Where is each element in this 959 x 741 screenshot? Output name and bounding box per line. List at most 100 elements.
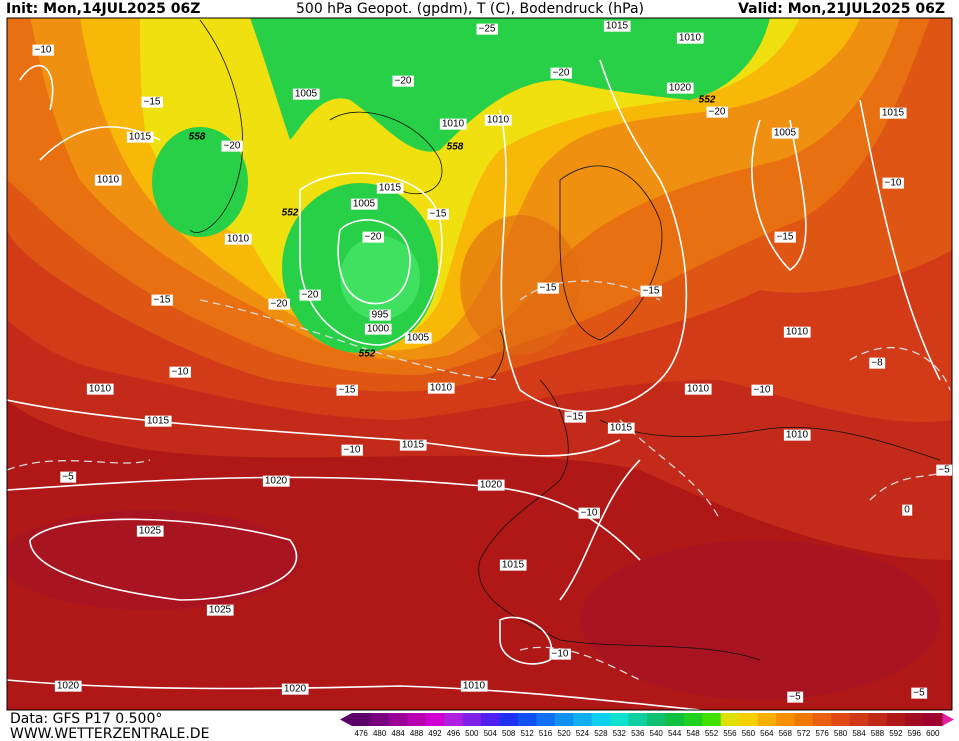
colorbar-label: 584 bbox=[852, 729, 866, 738]
temperature-label: −15 bbox=[777, 232, 794, 243]
colorbar-swatch bbox=[905, 713, 925, 726]
colorbar-label: 512 bbox=[520, 729, 534, 738]
pressure-label: 1005 bbox=[295, 89, 318, 100]
pressure-label-box bbox=[94, 174, 122, 186]
pressure-label: 1010 bbox=[687, 384, 710, 395]
temperature-label-box bbox=[169, 366, 191, 378]
temperature-label: −20 bbox=[709, 107, 726, 118]
colorbar-label: 504 bbox=[484, 729, 498, 738]
pressure-label: 1015 bbox=[402, 440, 425, 451]
colorbar-label: 548 bbox=[686, 729, 700, 738]
colorbar-swatch bbox=[591, 713, 611, 726]
temperature-label: −25 bbox=[479, 24, 496, 35]
temperature-label-box bbox=[392, 75, 414, 87]
pressure-label-box bbox=[86, 383, 114, 395]
colorbar-label: 556 bbox=[723, 729, 737, 738]
colorbar-swatch bbox=[517, 713, 537, 726]
pressure-label: 1020 bbox=[669, 83, 692, 94]
pressure-label-box bbox=[603, 20, 631, 32]
pressure-label: 1010 bbox=[487, 115, 510, 126]
temperature-label: −5 bbox=[938, 465, 950, 476]
temperature-label: −10 bbox=[552, 649, 569, 660]
temperature-label: −10 bbox=[754, 385, 771, 396]
colorbar-label: 580 bbox=[834, 729, 848, 738]
pressure-label-box bbox=[281, 683, 309, 695]
pressure-label: 1010 bbox=[227, 234, 250, 245]
pressure-label: 1010 bbox=[430, 383, 453, 394]
temperature-label: −10 bbox=[344, 445, 361, 456]
colorbar-swatch bbox=[812, 713, 832, 726]
temperature-label-box bbox=[268, 298, 290, 310]
colorbar-label: 500 bbox=[465, 729, 479, 738]
temperature-label-box bbox=[550, 67, 572, 79]
temperature-label-box bbox=[362, 231, 384, 243]
colorbar-label: 480 bbox=[373, 729, 387, 738]
site-name: WWW.WETTERZENTRALE.DE bbox=[10, 726, 209, 741]
colorbar-label: 476 bbox=[355, 729, 369, 738]
data-source: Data: GFS P17 0.500° bbox=[10, 711, 162, 727]
colorbar-swatch bbox=[444, 713, 464, 726]
temperature-label-box bbox=[564, 411, 586, 423]
pressure-label-box bbox=[684, 383, 712, 395]
colorbar-label: 572 bbox=[797, 729, 811, 738]
pressure-label-box bbox=[364, 323, 392, 335]
pressure-label-box bbox=[879, 107, 907, 119]
colorbar-label: 508 bbox=[502, 729, 516, 738]
colorbar-swatch bbox=[831, 713, 851, 726]
pressure-label: 1015 bbox=[882, 108, 905, 119]
temperature-label: −15 bbox=[540, 283, 557, 294]
temperature-label-box bbox=[751, 384, 773, 396]
colorbar-swatch bbox=[628, 713, 648, 726]
colorbar-swatch bbox=[462, 713, 482, 726]
temperature-label-box bbox=[640, 285, 662, 297]
colorbar-swatch bbox=[794, 713, 814, 726]
colorbar: 476 480 484 488 492 496 500 504 508 512 516 520 524 5… bbox=[340, 713, 954, 738]
temperature-label-box bbox=[141, 96, 163, 108]
temperature-label: 0 bbox=[904, 505, 910, 516]
pressure-label-box bbox=[54, 680, 82, 692]
colorbar-swatch bbox=[554, 713, 574, 726]
pressure-label-box bbox=[206, 604, 234, 616]
temperature-label: −20 bbox=[553, 68, 570, 79]
colorbar-swatch bbox=[886, 713, 906, 726]
pressure-label-box bbox=[399, 439, 427, 451]
temperature-label-box bbox=[60, 471, 77, 483]
colorbar-label: 600 bbox=[926, 729, 940, 738]
colorbar-label: 532 bbox=[613, 729, 627, 738]
temperature-label: −8 bbox=[871, 358, 883, 369]
colorbar-swatch bbox=[849, 713, 869, 726]
pressure-label: 1005 bbox=[774, 128, 797, 139]
temperature-label-box bbox=[537, 282, 559, 294]
temperature-label-box bbox=[869, 357, 886, 369]
colorbar-swatch bbox=[923, 713, 943, 726]
colorbar-label: 520 bbox=[557, 729, 571, 738]
pressure-label-box bbox=[292, 88, 320, 100]
geopotential-label: 552 bbox=[282, 208, 299, 219]
temperature-label-box bbox=[336, 384, 358, 396]
pressure-label: 1010 bbox=[89, 384, 112, 395]
pressure-label: 1020 bbox=[284, 684, 307, 695]
colorbar-label: 568 bbox=[779, 729, 793, 738]
temperature-label-box bbox=[32, 44, 54, 56]
colorbar-swatch bbox=[370, 713, 390, 726]
colorbar-label: 488 bbox=[410, 729, 424, 738]
pressure-label-box bbox=[144, 415, 172, 427]
pressure-label: 1025 bbox=[139, 526, 162, 537]
pressure-label-box bbox=[376, 182, 404, 194]
pressure-label-box bbox=[404, 332, 432, 344]
temperature-label-box bbox=[902, 504, 913, 516]
colorbar-swatch bbox=[739, 713, 759, 726]
colorbar-swatch bbox=[720, 713, 740, 726]
temperature-label-box bbox=[427, 208, 449, 220]
temperature-label-box bbox=[549, 648, 571, 660]
temperature-label-box bbox=[341, 444, 363, 456]
colorbar-label: 492 bbox=[428, 729, 442, 738]
pressure-label: 1010 bbox=[442, 119, 465, 130]
colorbar-swatch bbox=[499, 713, 519, 726]
colorbar-arrow-right bbox=[942, 713, 954, 726]
colorbar-label: 576 bbox=[815, 729, 829, 738]
temperature-label-box bbox=[578, 507, 600, 519]
colorbar-swatch bbox=[776, 713, 795, 726]
temperature-label: −15 bbox=[144, 97, 161, 108]
